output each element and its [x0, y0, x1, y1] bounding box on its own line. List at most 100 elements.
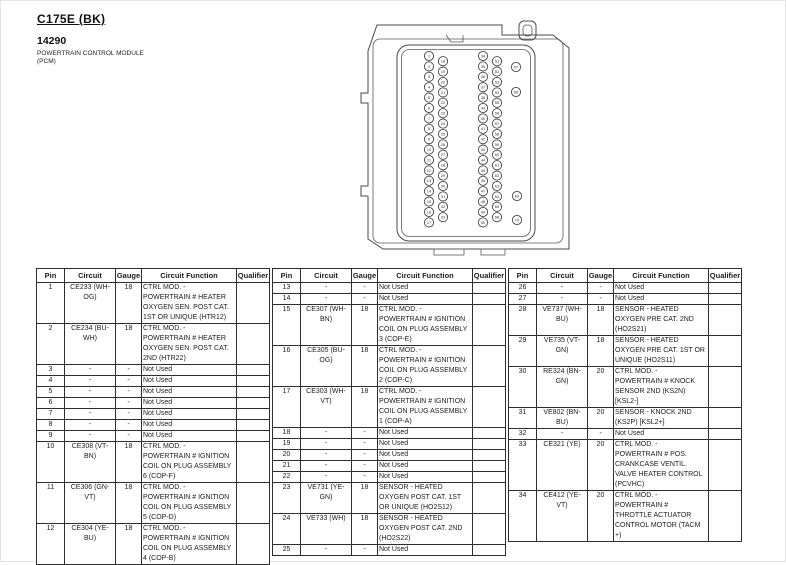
- qualifier-cell: [708, 304, 742, 336]
- gauge-header: Gauge: [351, 268, 378, 283]
- connector-pin-52: 52: [491, 66, 503, 77]
- connector-pin-62: 62: [491, 170, 503, 181]
- circuit-cell: -: [300, 449, 352, 461]
- gauge-cell: -: [587, 293, 614, 305]
- svg-text:45: 45: [481, 168, 486, 173]
- svg-text:44: 44: [481, 157, 486, 162]
- svg-text:8: 8: [428, 126, 431, 131]
- table-row: 30 RE324 (BN-GN) 20 CTRL MOD. - POWERTRA…: [508, 366, 742, 408]
- pin-cell: 30: [508, 366, 537, 408]
- svg-text:58: 58: [495, 131, 500, 136]
- gauge-cell: 18: [587, 304, 614, 336]
- qualifier-cell: [236, 430, 270, 442]
- function-cell: Not Used: [377, 449, 473, 461]
- connector-pin-60: 60: [491, 149, 503, 160]
- svg-text:1: 1: [428, 53, 431, 58]
- connector-pins: 1234567891011121314151617181920212223242…: [423, 50, 523, 228]
- pin-cell: 27: [508, 293, 537, 305]
- svg-text:51: 51: [495, 59, 500, 64]
- qualifier-cell: [472, 304, 506, 346]
- pin-cell: 7: [36, 408, 65, 420]
- table-row: 29 VE735 (VT-GN) 18 SENSOR - HEATED OXYG…: [508, 335, 742, 367]
- svg-text:38: 38: [481, 95, 486, 100]
- function-cell: SENSOR - HEATED OXYGEN PRE CAT. 2ND (HO2…: [613, 304, 709, 336]
- connector-pin-64: 64: [491, 191, 503, 202]
- connector-pin-42: 42: [477, 134, 489, 145]
- connector-outer-shell: [360, 24, 570, 250]
- table-row: 33 CE321 (YE) 20 CTRL MOD. - POWERTRAIN …: [508, 439, 742, 491]
- svg-text:50: 50: [481, 220, 486, 225]
- table-row: 21 - - Not Used: [272, 460, 506, 472]
- gauge-cell: -: [351, 438, 378, 450]
- connector-pin-45: 45: [477, 165, 489, 176]
- pin-cell: 16: [272, 345, 301, 387]
- qualifier-cell: [472, 345, 506, 387]
- connector-pin-70: 70: [511, 214, 523, 226]
- qualifier-cell: [236, 482, 270, 524]
- svg-text:16: 16: [427, 209, 432, 214]
- gauge-cell: -: [115, 397, 142, 409]
- pin-header: Pin: [508, 268, 537, 283]
- pin-cell: 2: [36, 323, 65, 365]
- pin-cell: 33: [508, 439, 537, 491]
- connector-pin-65: 65: [491, 201, 503, 212]
- connector-pin-20: 20: [437, 76, 449, 88]
- gauge-cell: 18: [351, 386, 378, 428]
- circuit-cell: -: [64, 408, 116, 420]
- connector-pin-16: 16: [423, 206, 435, 218]
- qualifier-cell: [708, 439, 742, 491]
- gauge-cell: -: [351, 544, 378, 556]
- table-row: 10 CE308 (VT-BN) 18 CTRL MOD. - POWERTRA…: [36, 441, 270, 483]
- connector-pin-10: 10: [423, 144, 435, 155]
- circuit-cell: -: [64, 364, 116, 376]
- pin-cell: 18: [272, 427, 301, 439]
- gauge-cell: -: [115, 386, 142, 398]
- table-row: 12 CE304 (YE-BU) 18 CTRL MOD. - POWERTRA…: [36, 523, 270, 565]
- svg-text:60: 60: [495, 152, 500, 157]
- function-cell: Not Used: [141, 375, 237, 387]
- connector-pin-1: 1: [423, 50, 435, 62]
- gauge-header: Gauge: [587, 268, 614, 283]
- function-cell: Not Used: [377, 427, 473, 439]
- connector-pin-43: 43: [477, 144, 489, 155]
- table-row: 16 CE305 (BU-OG) 18 CTRL MOD. - POWERTRA…: [272, 345, 506, 387]
- pin-cell: 21: [272, 460, 301, 472]
- svg-text:70: 70: [515, 217, 520, 222]
- table-row: 17 CE303 (WH-VT) 18 CTRL MOD. - POWERTRA…: [272, 386, 506, 428]
- qualifier-cell: [708, 490, 742, 542]
- table-row: 20 - - Not Used: [272, 449, 506, 461]
- svg-text:48: 48: [481, 199, 486, 204]
- gauge-cell: 18: [351, 345, 378, 387]
- function-cell: CTRL MOD. - POWERTRAIN # IGNITION COIL O…: [377, 345, 473, 387]
- gauge-cell: 18: [115, 441, 142, 483]
- qualifier-cell: [472, 438, 506, 450]
- svg-text:26: 26: [441, 142, 446, 147]
- svg-text:5: 5: [428, 95, 431, 100]
- connector-pin-50: 50: [477, 217, 489, 228]
- circuit-cell: CE308 (VT-BN): [64, 441, 116, 483]
- function-header: Circuit Function: [377, 268, 473, 283]
- svg-text:40: 40: [481, 116, 486, 121]
- table-row: 9 - - Not Used: [36, 430, 270, 442]
- svg-text:37: 37: [481, 85, 486, 90]
- svg-text:15: 15: [427, 199, 432, 204]
- function-cell: CTRL MOD. - POWERTRAIN # IGNITION COIL O…: [141, 441, 237, 483]
- circuit-cell: CE306 (GN-VT): [64, 482, 116, 524]
- table-row: 26 - - Not Used: [508, 282, 742, 294]
- circuit-cell: CE233 (WH-OG): [64, 282, 116, 324]
- pin-cell: 10: [36, 441, 65, 483]
- circuit-header: Circuit: [300, 268, 352, 283]
- connector-pin-36: 36: [477, 71, 489, 82]
- gauge-cell: -: [351, 460, 378, 472]
- gauge-cell: -: [351, 471, 378, 483]
- svg-text:62: 62: [495, 173, 500, 178]
- pin-cell: 8: [36, 419, 65, 431]
- table-row: 13 - - Not Used: [272, 282, 506, 294]
- svg-text:57: 57: [495, 121, 500, 126]
- gauge-cell: -: [115, 408, 142, 420]
- qualifier-cell: [472, 386, 506, 428]
- qualifier-cell: [472, 471, 506, 483]
- module-name: POWERTRAIN CONTROL MODULE: [37, 50, 144, 57]
- connector-pin-58: 58: [491, 128, 503, 140]
- gauge-cell: 18: [115, 482, 142, 524]
